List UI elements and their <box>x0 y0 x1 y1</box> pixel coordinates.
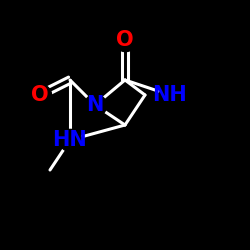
Text: O: O <box>116 30 134 50</box>
Text: N: N <box>86 95 104 115</box>
Text: O: O <box>31 85 49 105</box>
Text: NH: NH <box>152 85 188 105</box>
Text: HN: HN <box>52 130 88 150</box>
